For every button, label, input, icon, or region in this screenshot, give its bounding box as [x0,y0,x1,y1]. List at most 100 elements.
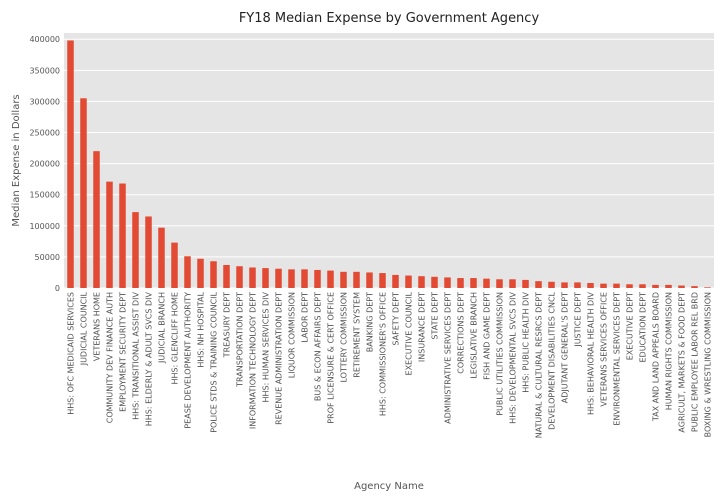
x-tick-label: HHS: COMMISSIONER'S OFFICE [379,292,388,416]
x-tick-label: HUMAN RIGHTS COMMISSION [665,292,674,410]
bar [249,267,256,288]
bar [366,272,373,288]
y-axis-label: Median Expense in Dollars [11,94,22,226]
x-tick-label: HHS: OFC MEDICAID SERVICES [67,292,76,415]
y-tick-label: 350000 [29,66,60,75]
x-tick-label: HHS: DEVELOPMENTAL SVCS DIV [509,291,518,423]
x-tick-label: PROF LICENSURE & CERT OFFICE [327,292,336,424]
bar [132,212,139,288]
bar [184,256,191,288]
bar [600,283,607,288]
x-tick-label: INFORMATION TECHNOLOGY DEPT [249,292,258,429]
x-tick-label: STATE DEPT [431,292,440,340]
x-tick-label: ADJUTANT GENERAL'S DEPT [561,292,570,403]
x-axis-label: Agency Name [354,481,424,492]
x-tick-label: PUBLIC UTILITIES COMMISSION [496,292,505,416]
bars [67,40,711,289]
bar [639,284,646,288]
bar [106,181,113,288]
y-axis-ticks: 0 50000 100000 150000 200000 250000 300000 3500… [29,35,60,293]
bar [626,284,633,288]
x-tick-label: REVENUE ADMINISTRATION DEPT [275,292,284,425]
x-tick-label: LEGISLATIVE BRANCH [470,292,479,379]
x-tick-label: BUS & ECON AFFAIRS DEPT [314,292,323,401]
y-tick-label: 400000 [29,35,60,44]
bar [119,183,126,288]
bar [574,282,581,288]
y-tick-label: 200000 [29,160,60,169]
x-tick-label: COMMUNITY DEV FINANCE AUTH [106,292,115,423]
bar [353,271,360,288]
x-tick-label: TAX AND LAND APPEALS BOARD [652,292,661,422]
x-tick-label: SAFETY DEPT [392,292,401,346]
x-tick-label: AGRICULT, MARKETS & FOOD DEPT [678,292,687,433]
bar [171,242,178,288]
bar [522,279,529,288]
x-tick-label: EMPLOYMENT SECURITY DEPT [119,292,128,412]
bar [379,273,386,288]
x-tick-label: JUDICIAL BRANCH [158,292,167,364]
y-tick-label: 100000 [29,222,60,231]
bar [301,269,308,288]
bar [444,277,451,288]
x-axis-ticks: HHS: OFC MEDICAID SERVICES JUDICIAL COUNC… [67,291,713,438]
bar [483,278,490,288]
bar [561,282,568,288]
bar [80,98,87,289]
bar [158,227,165,288]
bar [470,278,477,288]
x-tick-label: PUBLIC EMPLOYEE LABOR REL BRD [691,292,700,432]
bar [340,271,347,288]
bar [587,283,594,288]
bar [236,266,243,288]
x-tick-label: CORRECTIONS DEPT [457,292,466,374]
x-tick-label: ADMINISTRATIVE SERVICES DEPT [444,292,453,424]
bar [678,285,685,288]
x-tick-label: TREASURY DEPT [223,292,232,358]
x-tick-label: HHS: PUBLIC HEALTH DIV [522,291,531,392]
x-tick-label: BOXING & WRESTLING COMMISSION [704,292,713,437]
bar [405,275,412,288]
bar [496,279,503,288]
bar [691,286,698,288]
chart-title: FY18 Median Expense by Government Agency [239,11,540,26]
bar [262,268,269,288]
bar [665,284,672,288]
x-tick-label: LOTTERY COMMISSION [340,292,349,382]
x-tick-label: LABOR DEPT [301,292,310,343]
bar [67,40,74,289]
y-tick-label: 50000 [35,253,60,262]
x-tick-label: PEASE DEVELOPMENT AUTHORITY [184,292,193,429]
bar [457,278,464,288]
bar [431,276,438,288]
x-tick-label: VETERANS SERVICES OFFICE [600,292,609,407]
bar [535,281,542,288]
bar [314,269,321,288]
x-tick-label: EDUCATION DEPT [639,292,648,363]
x-tick-label: BANKING DEPT [366,292,375,352]
x-tick-label: JUSTICE DEPT [574,292,583,348]
bar [652,284,659,288]
x-tick-label: NATURAL & CULTURAL RESRCS DEPT [535,292,544,438]
bar [613,283,620,288]
x-tick-label: POLICE STDS & TRAINING COUNCIL [210,291,219,432]
x-tick-label: EXECUTIVE COUNCIL [405,291,414,375]
bar [327,270,334,288]
bar [145,216,152,288]
y-tick-label: 250000 [29,129,60,138]
bar [197,258,204,288]
x-tick-label: INSURANCE DEPT [418,292,427,362]
bar [210,261,217,288]
bar [548,281,555,288]
x-tick-label: HHS: NH HOSPITAL [197,291,206,367]
x-tick-label: JUDICIAL COUNCIL [80,291,89,366]
bar [93,151,100,288]
bar [418,276,425,288]
y-tick-label: 0 [55,284,60,293]
x-tick-label: HHS: GLENCLIFF HOME [171,292,180,384]
bar [223,264,230,288]
bar [392,274,399,288]
y-tick-label: 150000 [29,191,60,200]
y-tick-label: 300000 [29,97,60,106]
